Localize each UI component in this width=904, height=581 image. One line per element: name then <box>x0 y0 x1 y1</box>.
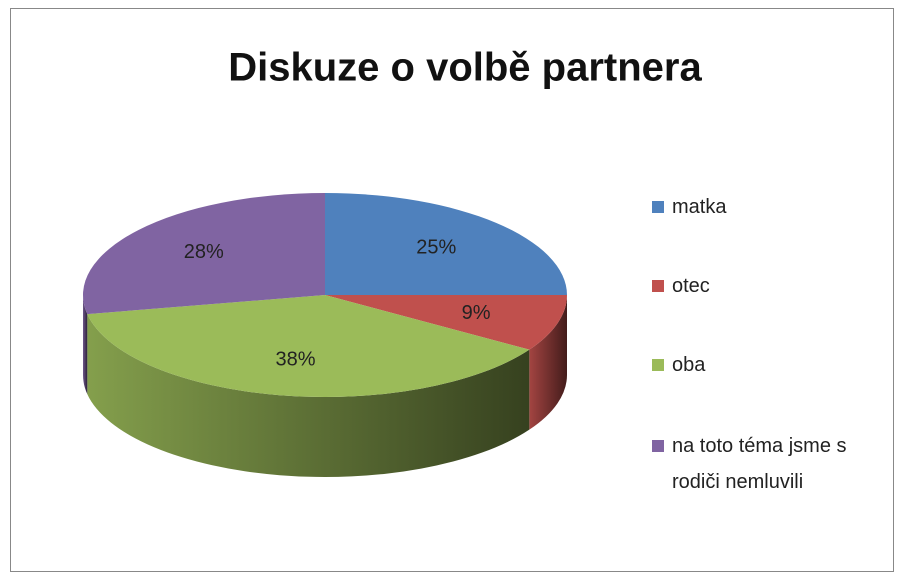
legend-item: na toto téma jsme s rodiči nemluvili <box>652 428 892 500</box>
legend-swatch <box>652 201 664 213</box>
legend-label: matka <box>672 196 727 218</box>
legend-label: otec <box>672 275 710 297</box>
slice-side <box>83 295 88 395</box>
slice <box>325 295 567 350</box>
legend-swatch <box>652 359 664 371</box>
legend-swatch <box>652 280 664 292</box>
chart-title: Diskuze o volbě partnera <box>228 46 702 90</box>
legend-item: matka <box>652 189 892 225</box>
data-label: 28% <box>184 241 224 263</box>
data-label: 25% <box>416 236 456 258</box>
slice <box>82 193 325 315</box>
slice <box>325 193 567 295</box>
data-label: 9% <box>462 302 491 324</box>
legend-item: oba <box>652 347 892 383</box>
legend-swatch <box>652 440 664 452</box>
legend-label: oba <box>672 354 706 376</box>
slice-side <box>87 314 530 477</box>
data-label: 38% <box>276 348 316 370</box>
slice-side <box>529 295 567 430</box>
legend-item: otec <box>652 268 892 304</box>
slice <box>87 295 530 397</box>
legend-label: na toto téma jsme s rodiči nemluvili <box>672 435 847 493</box>
